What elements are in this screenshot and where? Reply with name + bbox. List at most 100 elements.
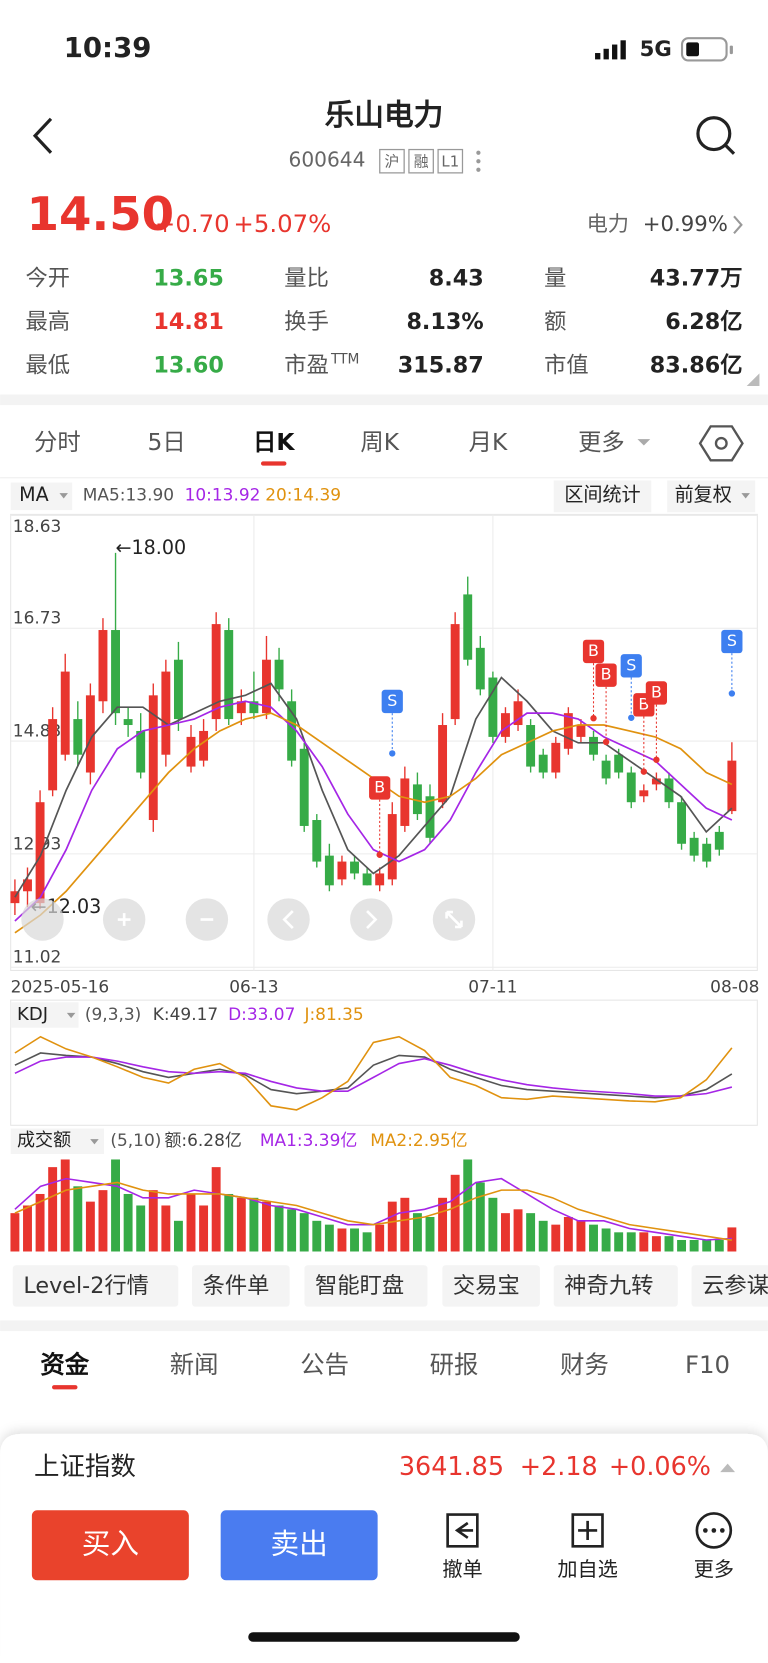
- volume-bar: [73, 1186, 83, 1252]
- candle-body: [337, 861, 347, 880]
- signal-dot: [376, 851, 383, 858]
- stat-label: 量: [544, 265, 566, 291]
- period-tab[interactable]: 5日: [147, 428, 185, 456]
- volume-ma-line: [14, 1177, 732, 1241]
- x-tick-label: 2025-05-16: [11, 976, 110, 996]
- tool-label[interactable]: 条件单: [203, 1273, 270, 1299]
- volume-bar: [350, 1228, 359, 1252]
- tab-underline: [52, 1385, 78, 1390]
- stock-title: 乐山电力: [325, 98, 444, 133]
- volume-bar: [224, 1193, 234, 1252]
- sector-pct[interactable]: +0.99%: [643, 212, 728, 237]
- watch-icon[interactable]: [571, 1513, 604, 1548]
- adjust-label[interactable]: 前复权: [675, 483, 732, 506]
- candle-body: [274, 659, 284, 690]
- action-label[interactable]: 撤单: [442, 1557, 482, 1581]
- range-stat-button[interactable]: [553, 480, 652, 513]
- volume-bar: [664, 1236, 674, 1252]
- volume-bar: [589, 1224, 598, 1252]
- tool-label[interactable]: 云参谋: [702, 1273, 768, 1299]
- tool-chip[interactable]: [442, 1265, 540, 1307]
- stat-label: 额: [544, 309, 566, 335]
- volume-bar: [526, 1213, 536, 1252]
- candle-body: [563, 713, 573, 749]
- volume-bar: [324, 1224, 334, 1252]
- tool-chip[interactable]: [12, 1265, 179, 1307]
- pan-right[interactable]: [350, 898, 393, 941]
- signal-dot: [602, 738, 610, 746]
- signal-label: S: [626, 655, 636, 674]
- volume-bar: [488, 1197, 498, 1252]
- sell-label[interactable]: 卖出: [271, 1526, 328, 1560]
- sector-name[interactable]: 电力: [587, 212, 629, 237]
- info-tab[interactable]: 研报: [430, 1350, 479, 1379]
- tool-label[interactable]: Level-2行情: [23, 1273, 149, 1299]
- info-tab[interactable]: 财务: [560, 1350, 609, 1379]
- candle-body: [249, 701, 259, 714]
- volume-bar: [513, 1209, 523, 1252]
- stat-value: 13.60: [153, 352, 223, 378]
- tool-chip[interactable]: [691, 1265, 768, 1307]
- buy-button[interactable]: [31, 1510, 189, 1581]
- volume-name[interactable]: 成交额: [17, 1130, 71, 1151]
- signal-box: [620, 654, 642, 678]
- volume-bar: [450, 1174, 460, 1252]
- pan-left[interactable]: [267, 898, 310, 941]
- candle-body: [614, 754, 624, 773]
- volume-bar: [98, 1190, 108, 1252]
- tool-chip[interactable]: [304, 1265, 428, 1307]
- stat-value: 6.28亿: [665, 309, 742, 335]
- signal-label: S: [387, 691, 397, 710]
- volume-bar: [501, 1213, 510, 1252]
- status-time: 10:39: [64, 31, 152, 64]
- index-caret[interactable]: [720, 1463, 736, 1473]
- volume-select[interactable]: [10, 1128, 105, 1154]
- adjust-button[interactable]: [667, 480, 756, 513]
- tool-label[interactable]: 神奇九转: [564, 1273, 653, 1299]
- sell-button[interactable]: [220, 1510, 378, 1581]
- action-label[interactable]: 加自选: [557, 1557, 617, 1581]
- tool-chips: Level-2行情 条件单 智能盯盘 交易宝 神奇九转 云参谋: [12, 1265, 768, 1307]
- kdj-name[interactable]: KDJ: [17, 1004, 48, 1025]
- ma-select[interactable]: [10, 482, 73, 511]
- range-stat-label[interactable]: 区间统计: [564, 483, 640, 506]
- buy-label[interactable]: 买入: [82, 1526, 139, 1560]
- zoom-reset[interactable]: [21, 898, 64, 941]
- signal-label: B: [651, 682, 662, 701]
- search-button[interactable]: [696, 116, 736, 155]
- kdj-select[interactable]: [10, 1002, 79, 1028]
- period-tab[interactable]: 更多: [578, 428, 625, 456]
- info-tab[interactable]: 公告: [300, 1350, 349, 1379]
- undo-icon[interactable]: [446, 1513, 479, 1548]
- tool-label[interactable]: 智能盯盘: [315, 1273, 404, 1299]
- volume-bar: [412, 1213, 422, 1252]
- tool-chip[interactable]: [192, 1265, 290, 1307]
- tool-label[interactable]: 交易宝: [453, 1273, 520, 1299]
- candle-body: [400, 778, 410, 826]
- divider: [0, 477, 768, 479]
- tool-chip[interactable]: [553, 1265, 678, 1307]
- kdj-params: (9,3,3): [85, 1004, 141, 1024]
- action-label[interactable]: 更多: [694, 1557, 734, 1581]
- period-tab[interactable]: 日K: [253, 428, 295, 456]
- period-tab[interactable]: 月K: [469, 428, 508, 456]
- info-tab[interactable]: 资金: [40, 1350, 89, 1379]
- expand-corner[interactable]: [746, 373, 760, 387]
- signal-dot: [653, 756, 660, 763]
- sector-chevron: [733, 215, 743, 235]
- period-tab[interactable]: 周K: [360, 428, 399, 456]
- candle-body: [576, 725, 586, 737]
- more-dots[interactable]: [476, 150, 481, 172]
- stock-tags: 沪融 L1: [379, 148, 464, 174]
- kdj-line: [14, 1035, 733, 1111]
- signal-label: B: [638, 694, 649, 713]
- info-tab[interactable]: 新闻: [170, 1350, 219, 1379]
- ma-name[interactable]: MA: [19, 483, 49, 506]
- more-icon[interactable]: [695, 1512, 733, 1549]
- settings-button[interactable]: [698, 425, 744, 462]
- period-tab[interactable]: 分时: [34, 428, 81, 456]
- info-tab[interactable]: F10: [685, 1350, 730, 1379]
- index-name[interactable]: 上证指数: [34, 1452, 136, 1482]
- back-button[interactable]: [32, 117, 53, 154]
- volume-bar: [111, 1159, 120, 1252]
